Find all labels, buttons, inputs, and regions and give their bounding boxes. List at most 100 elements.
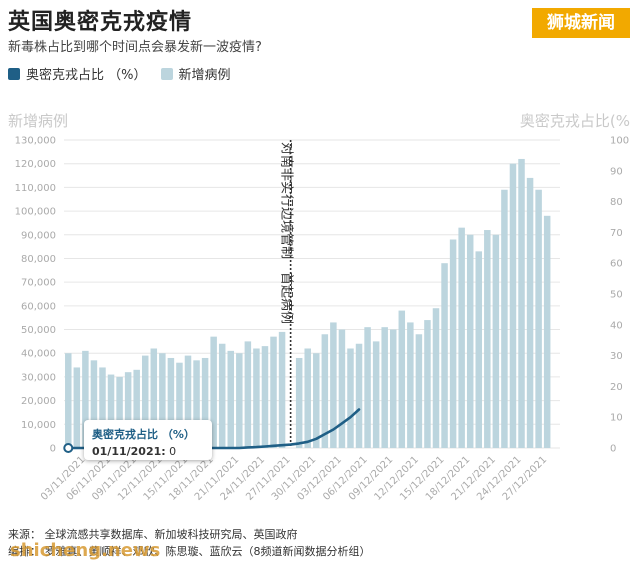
left-tick-label: 110,000 bbox=[15, 183, 56, 194]
bar[interactable] bbox=[167, 357, 175, 448]
bar[interactable] bbox=[133, 369, 140, 448]
bar[interactable] bbox=[398, 310, 406, 448]
vertical-marker: 对南非实行边境管制 首起病例 bbox=[279, 140, 295, 448]
tooltip-value: 0 bbox=[169, 445, 177, 458]
bar[interactable] bbox=[304, 348, 311, 448]
bar[interactable] bbox=[141, 355, 149, 448]
bar[interactable] bbox=[484, 230, 491, 448]
bar[interactable] bbox=[338, 329, 346, 448]
legend-item-bar[interactable]: 新增病例 bbox=[160, 64, 231, 83]
left-tick-label: 50,000 bbox=[21, 325, 56, 336]
bar[interactable] bbox=[330, 322, 337, 448]
bar[interactable] bbox=[543, 215, 551, 448]
footer: 来源： 全球流感共享数据库、新加坡科技研究局、英国政府 编排： 罗雅真、黄顺祥、… bbox=[8, 526, 371, 560]
bar[interactable] bbox=[441, 263, 448, 448]
bar[interactable] bbox=[65, 353, 72, 448]
bar[interactable] bbox=[466, 234, 474, 448]
bar[interactable] bbox=[492, 234, 500, 448]
tooltip-body: 01/11/2021: 0 bbox=[92, 445, 204, 458]
left-axis-ticks: 0 10,000 20,000 30,000 40,000 50,000 60,000 70,… bbox=[15, 136, 56, 455]
bar[interactable] bbox=[227, 350, 235, 448]
brand-badge: 狮城新闻 bbox=[532, 8, 630, 38]
bar[interactable] bbox=[355, 343, 363, 448]
bar[interactable] bbox=[449, 239, 457, 448]
bar[interactable] bbox=[432, 308, 440, 448]
right-axis-title: 奥密克戎占比(% bbox=[519, 112, 630, 130]
footer-credits: 编排： 罗雅真、黄顺祥、邓欣、陈思璇、蓝欣云（8频道新闻数据分析组） bbox=[8, 545, 371, 558]
left-tick-label: 80,000 bbox=[21, 254, 56, 265]
bar[interactable] bbox=[107, 374, 115, 448]
right-tick-label: 80 bbox=[610, 197, 623, 208]
right-tick-label: 0 bbox=[610, 444, 616, 455]
page-title: 英国奥密克戎疫情 bbox=[8, 10, 193, 35]
left-tick-label: 20,000 bbox=[21, 396, 56, 407]
right-tick-label: 50 bbox=[610, 290, 623, 301]
left-tick-label: 70,000 bbox=[21, 278, 56, 289]
bar[interactable] bbox=[535, 189, 542, 448]
left-tick-label: 10,000 bbox=[21, 420, 56, 431]
right-tick-label: 10 bbox=[610, 413, 623, 424]
line-point-marker[interactable] bbox=[63, 443, 74, 453]
left-tick-label: 60,000 bbox=[21, 301, 56, 312]
bar[interactable] bbox=[458, 227, 465, 448]
bar[interactable] bbox=[261, 346, 269, 448]
bar[interactable] bbox=[150, 348, 158, 448]
bar[interactable] bbox=[424, 320, 431, 448]
bar[interactable] bbox=[313, 353, 320, 448]
bar[interactable] bbox=[82, 350, 89, 448]
right-tick-label: 70 bbox=[610, 228, 623, 239]
left-axis-title: 新增病例 bbox=[8, 112, 69, 130]
bar[interactable] bbox=[193, 360, 200, 448]
bar[interactable] bbox=[210, 336, 217, 448]
left-tick-label: 30,000 bbox=[21, 372, 56, 383]
right-tick-label: 30 bbox=[610, 351, 623, 362]
bars-layer bbox=[65, 158, 551, 448]
line-swatch-icon bbox=[8, 67, 20, 80]
legend-line-label: 奥密克戎占比 （%） bbox=[26, 68, 147, 83]
bar[interactable] bbox=[518, 158, 525, 448]
bar[interactable] bbox=[116, 376, 123, 448]
legend-bar-label: 新增病例 bbox=[178, 68, 231, 83]
left-tick-label: 100,000 bbox=[15, 207, 56, 218]
bar[interactable] bbox=[321, 334, 329, 448]
footer-source: 来源： 全球流感共享数据库、新加坡科技研究局、英国政府 bbox=[8, 528, 298, 541]
bar[interactable] bbox=[389, 329, 397, 448]
marker-label: 对南非实行边境管制 首起病例 bbox=[279, 142, 295, 324]
bar[interactable] bbox=[90, 360, 98, 448]
bar[interactable] bbox=[201, 357, 209, 448]
bar[interactable] bbox=[236, 353, 243, 448]
bar[interactable] bbox=[372, 341, 380, 448]
bar[interactable] bbox=[381, 327, 388, 448]
bar[interactable] bbox=[176, 362, 183, 448]
page-subtitle: 新毒株占比到哪个时间点会暴发新一波疫情? bbox=[8, 40, 262, 55]
bar[interactable] bbox=[159, 353, 166, 448]
bar[interactable] bbox=[295, 357, 303, 448]
bar[interactable] bbox=[244, 341, 252, 448]
bar[interactable] bbox=[475, 251, 483, 448]
tooltip-date: 01/11/2021: bbox=[92, 445, 166, 458]
left-tick-label: 40,000 bbox=[21, 349, 56, 360]
bar[interactable] bbox=[99, 367, 106, 448]
bar[interactable] bbox=[184, 355, 192, 448]
right-tick-label: 40 bbox=[610, 320, 623, 331]
bar[interactable] bbox=[407, 322, 414, 448]
bar[interactable] bbox=[509, 163, 517, 448]
right-tick-label: 90 bbox=[610, 166, 623, 177]
bar[interactable] bbox=[253, 348, 260, 448]
bar[interactable] bbox=[501, 189, 508, 448]
bar[interactable] bbox=[218, 343, 226, 448]
left-tick-label: 130,000 bbox=[15, 136, 56, 147]
bar[interactable] bbox=[270, 336, 277, 448]
bar[interactable] bbox=[415, 334, 423, 448]
watermark-text: shicheng.news bbox=[10, 540, 161, 561]
legend-item-line[interactable]: 奥密克戎占比 （%） bbox=[8, 64, 147, 83]
bar[interactable] bbox=[73, 367, 81, 448]
bar[interactable] bbox=[364, 327, 371, 448]
bar[interactable] bbox=[124, 372, 132, 448]
left-tick-label: 90,000 bbox=[21, 230, 56, 241]
bar-swatch-icon bbox=[160, 67, 173, 80]
bar[interactable] bbox=[278, 331, 286, 448]
bar[interactable] bbox=[347, 348, 354, 448]
bar[interactable] bbox=[526, 177, 534, 448]
